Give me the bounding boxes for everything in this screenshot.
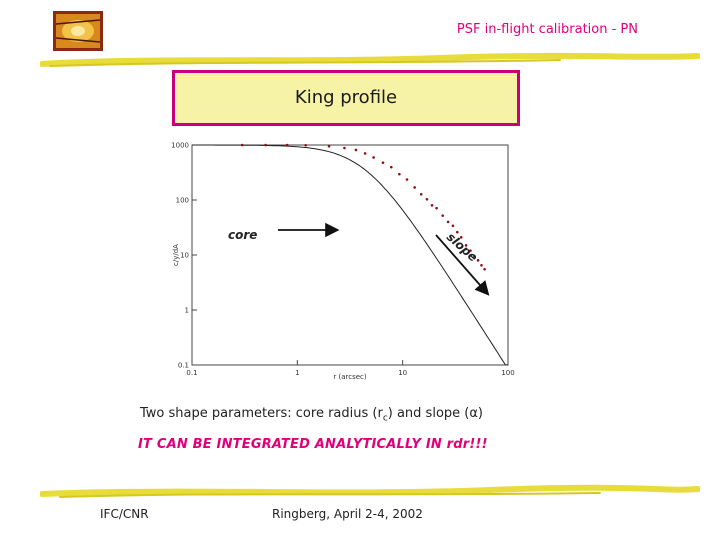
data-point [304,143,307,147]
data-point [390,165,393,169]
params-prefix: Two shape parameters: core radius (r [140,406,383,421]
y-tick-label: 100 [176,197,189,205]
y-axis-label: c/y/dA [172,244,180,266]
data-point [476,259,480,262]
data-point [441,214,445,217]
x-axis: 0.1 1 10 100 [186,360,515,377]
x-axis-label: r (arcsec) [333,373,366,381]
institution-logo [53,11,103,51]
page-header-title: PSF in-flight calibration - PN [456,22,638,37]
y-tick-label: 10 [180,252,189,260]
data-points [240,143,486,271]
title-box: King profile [172,70,520,126]
x-tick-label: 0.1 [186,369,197,377]
data-point [446,220,450,224]
data-point [473,254,476,258]
data-point [285,143,289,147]
data-point [419,192,423,196]
data-point [413,186,416,189]
params-subscript: c [382,413,388,424]
data-point [435,206,438,210]
data-point [451,224,455,228]
data-point [459,235,463,239]
slope-label: slope [444,230,480,265]
data-point [483,267,486,271]
data-point [363,152,367,155]
shape-parameters-text: Two shape parameters: core radius (rc) a… [140,406,483,424]
data-point [430,204,434,207]
integration-statement: IT CAN BE INTEGRATED ANALYTICALLY IN rdr… [138,437,488,452]
data-point [405,178,409,181]
data-point [455,230,459,234]
king-profile-plot: 1000 100 10 1 0.1 0.1 1 10 100 r (arcsec) c/y/d… [171,142,515,382]
data-point [464,244,468,247]
data-point [264,143,267,147]
king-model-curve [192,144,509,366]
top-divider-stroke [40,52,700,67]
y-tick-label: 1000 [171,142,189,150]
data-point [381,161,385,164]
title-box-text: King profile [294,87,398,108]
x-tick-label: 10 [398,369,407,377]
x-tick-label: 1 [295,369,299,377]
data-point [343,146,346,150]
data-point [398,172,401,176]
y-tick-label: 0.1 [178,362,189,370]
data-point [425,197,429,201]
y-tick-label: 1 [185,307,189,315]
data-point [469,249,472,252]
data-point [354,148,358,152]
bottom-divider-stroke [40,484,700,498]
data-point [372,156,375,159]
data-point [480,263,483,267]
x-tick-label: 100 [501,369,514,377]
footer-affiliation: IFC/CNR [100,507,149,521]
data-point [240,143,244,147]
slope-arrow [435,234,490,296]
data-point [327,144,331,148]
params-suffix: ) and slope (α) [387,406,483,421]
footer-event: Ringberg, April 2-4, 2002 [272,507,423,521]
y-axis: 1000 100 10 1 0.1 [171,142,197,370]
core-label: core [228,228,258,242]
